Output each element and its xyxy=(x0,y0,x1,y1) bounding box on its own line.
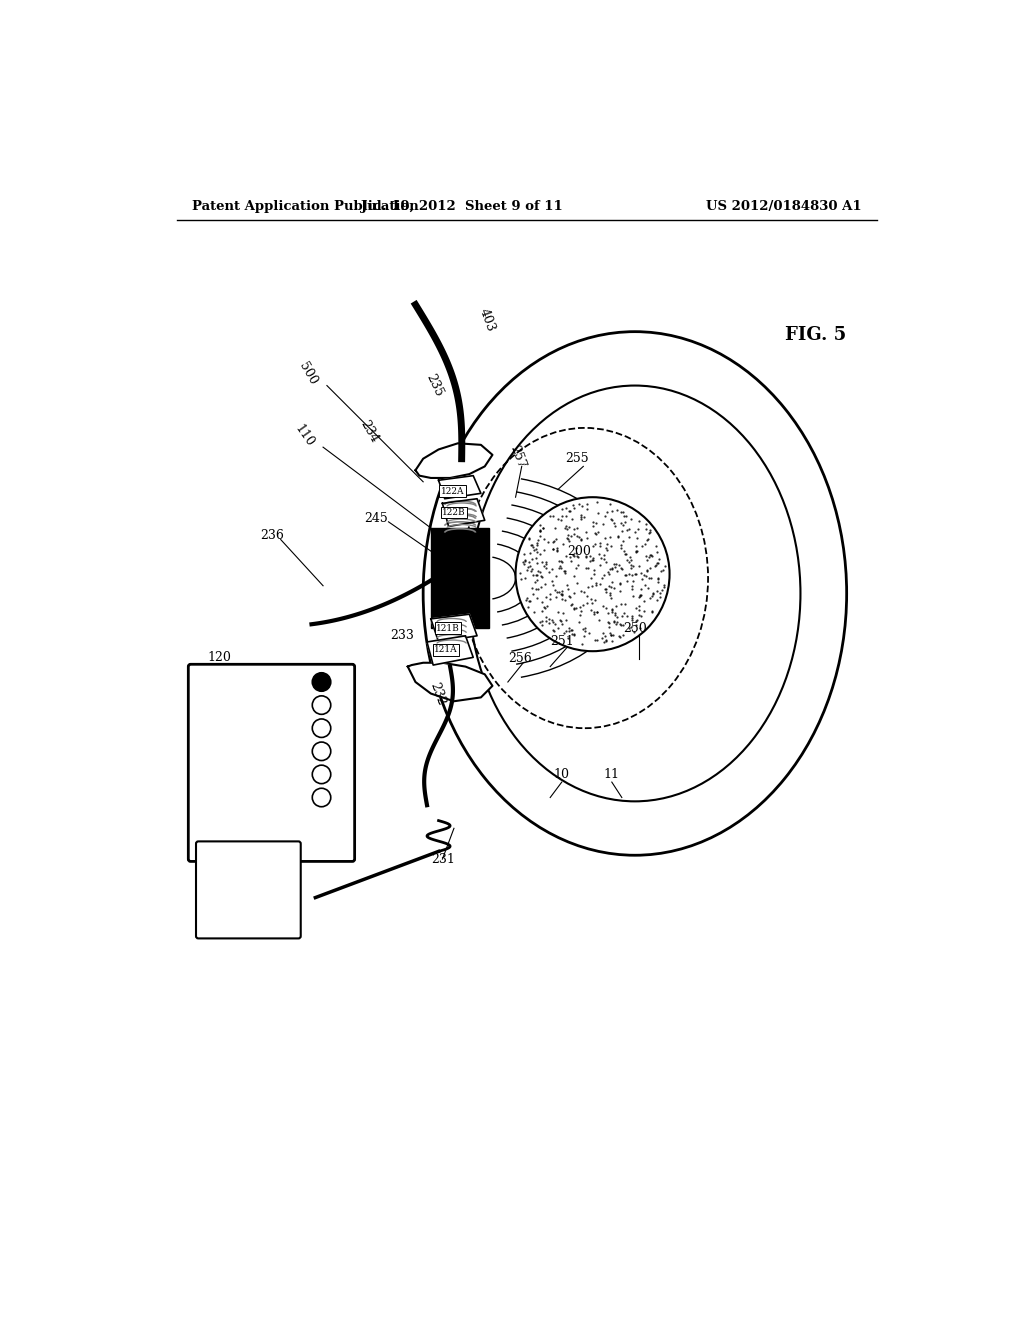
Text: 250: 250 xyxy=(624,622,647,635)
Text: 10: 10 xyxy=(554,768,569,781)
Text: 257: 257 xyxy=(508,444,528,470)
Text: 232: 232 xyxy=(427,680,447,708)
Text: 200: 200 xyxy=(566,545,591,557)
Text: 121B: 121B xyxy=(436,623,460,632)
Text: Patent Application Publication: Patent Application Publication xyxy=(193,199,419,213)
Text: 233: 233 xyxy=(390,630,414,643)
Circle shape xyxy=(312,673,331,692)
Text: 256: 256 xyxy=(508,652,531,665)
Text: 235: 235 xyxy=(423,372,445,399)
Text: 234: 234 xyxy=(357,418,381,445)
Polygon shape xyxy=(416,444,493,478)
Circle shape xyxy=(312,788,331,807)
Text: 11: 11 xyxy=(604,768,620,781)
FancyBboxPatch shape xyxy=(196,841,301,939)
Text: 122B: 122B xyxy=(442,508,466,517)
Text: 403: 403 xyxy=(477,306,498,334)
Text: 122A: 122A xyxy=(440,487,464,495)
Text: 245: 245 xyxy=(364,512,388,525)
Circle shape xyxy=(312,719,331,738)
Ellipse shape xyxy=(423,331,847,855)
Polygon shape xyxy=(442,499,484,527)
Polygon shape xyxy=(408,663,493,701)
Polygon shape xyxy=(431,614,477,642)
Circle shape xyxy=(312,742,331,760)
FancyBboxPatch shape xyxy=(188,664,354,862)
Text: Jul. 19, 2012  Sheet 9 of 11: Jul. 19, 2012 Sheet 9 of 11 xyxy=(360,199,562,213)
Circle shape xyxy=(312,766,331,784)
Circle shape xyxy=(312,696,331,714)
Text: 236: 236 xyxy=(260,529,284,543)
Text: 231: 231 xyxy=(431,853,455,866)
Text: 251: 251 xyxy=(550,635,574,648)
Polygon shape xyxy=(438,475,481,499)
Circle shape xyxy=(515,498,670,651)
Text: 500: 500 xyxy=(296,360,319,388)
Text: 110: 110 xyxy=(292,422,316,449)
Polygon shape xyxy=(427,636,473,665)
Bar xyxy=(431,528,488,628)
Text: 121A: 121A xyxy=(434,645,458,655)
Ellipse shape xyxy=(469,385,801,801)
Text: 255: 255 xyxy=(565,453,589,465)
Text: US 2012/0184830 A1: US 2012/0184830 A1 xyxy=(707,199,862,213)
Text: 120: 120 xyxy=(208,651,231,664)
Text: FIG. 5: FIG. 5 xyxy=(785,326,847,345)
